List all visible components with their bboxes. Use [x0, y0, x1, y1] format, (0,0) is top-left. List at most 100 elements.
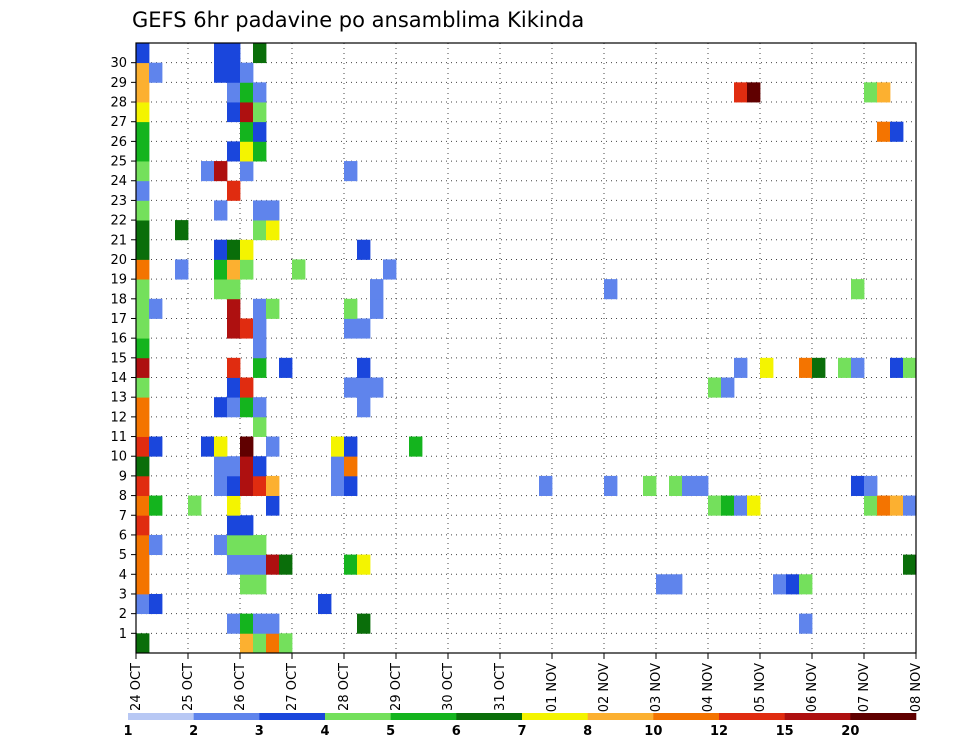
y-tick-label: 5 [119, 548, 127, 563]
heatmap-cell [344, 318, 358, 339]
heatmap-cell [227, 397, 241, 418]
heatmap-cell [760, 357, 774, 378]
heatmap-cell [136, 43, 150, 64]
colorbar-swatch [456, 713, 523, 720]
heatmap-cell [799, 613, 813, 634]
heatmap-cell [214, 279, 228, 300]
heatmap-cell [240, 121, 254, 142]
heatmap-cell [695, 475, 709, 496]
y-tick-label: 12 [110, 410, 127, 425]
heatmap-cell [136, 62, 150, 83]
heatmap-cell [344, 436, 358, 457]
y-tick-label: 26 [110, 135, 127, 150]
colorbar-swatch [193, 713, 260, 720]
heatmap-cell [266, 298, 280, 319]
heatmap-cell [253, 397, 267, 418]
heatmap-cell [227, 495, 241, 516]
heatmap-cell [136, 416, 150, 437]
y-tick-label: 1 [119, 627, 127, 642]
heatmap-cell [253, 43, 267, 64]
heatmap-cell [136, 259, 150, 280]
heatmap-cell [253, 318, 267, 339]
heatmap-cell [136, 161, 150, 182]
heatmap-cell [279, 554, 293, 575]
heatmap-cell [357, 318, 371, 339]
heatmap-cell [253, 357, 267, 378]
heatmap-cell [253, 633, 267, 654]
heatmap-cell [240, 574, 254, 595]
heatmap-cell [240, 259, 254, 280]
y-axis-ticks: 1234567891011121314151617181920212223242… [110, 56, 136, 642]
colorbar-swatch [719, 713, 785, 720]
colorbar-swatch [784, 713, 851, 720]
heatmap-cell [214, 436, 228, 457]
heatmap-cell [253, 121, 267, 142]
heatmap-cell [344, 377, 358, 398]
x-tick-label: 07 NOV [857, 663, 872, 712]
heatmap-cell [136, 318, 150, 339]
heatmap-cell [292, 259, 306, 280]
heatmap-cell [240, 534, 254, 556]
chart-title: GEFS 6hr padavine po ansamblima Kikinda [132, 8, 584, 32]
heatmap-cell [240, 82, 254, 103]
heatmap-cell [227, 259, 241, 280]
heatmap-cell [357, 377, 371, 398]
colorbar-swatch [259, 713, 326, 720]
heatmap-cell [227, 554, 241, 575]
heatmap-cell [136, 456, 150, 477]
heatmap-cell [253, 416, 267, 437]
y-tick-label: 28 [110, 96, 127, 111]
colorbar-label: 5 [386, 724, 395, 739]
heatmap-cell [136, 220, 150, 241]
heatmap-cell [851, 475, 865, 496]
heatmap-cell [357, 613, 371, 634]
heatmap-cell [344, 475, 358, 496]
heatmap-cell [253, 200, 267, 221]
heatmap-cell [227, 515, 241, 536]
x-tick-label: 04 NOV [701, 663, 716, 712]
heatmap-cell [149, 298, 163, 319]
heatmap-cell [851, 357, 865, 378]
colorbar-swatch [325, 713, 391, 720]
y-tick-label: 13 [110, 391, 127, 406]
x-tick-label: 29 OCT [389, 663, 404, 711]
heatmap-cell [370, 279, 384, 300]
heatmap-cell [708, 377, 722, 398]
heatmap-cell [669, 574, 683, 595]
x-tick-label: 01 NOV [545, 663, 560, 712]
heatmap-cell [253, 574, 267, 595]
y-tick-label: 10 [110, 450, 127, 465]
y-tick-label: 23 [110, 194, 127, 209]
y-tick-label: 19 [110, 273, 127, 288]
heatmap-cell [227, 82, 241, 103]
x-axis-ticks: 24 OCT 25 OCT 26 OCT 27 OCT 28 OCT 29 OCT 30 O… [129, 653, 924, 712]
heatmap-cell [136, 534, 150, 556]
heatmap-cell [136, 554, 150, 575]
y-tick-label: 21 [110, 233, 127, 248]
x-tick-label: 25 OCT [181, 663, 196, 711]
heatmap-cell [240, 377, 254, 398]
heatmap-cell [266, 436, 280, 457]
colorbar-legend: 1 2 3 4 5 6 7 8 10 12 15 20 [123, 713, 917, 739]
heatmap-cell [253, 613, 267, 634]
colorbar-swatch [653, 713, 720, 720]
heatmap-cell [188, 495, 202, 516]
x-tick-label: 30 OCT [441, 663, 456, 711]
heatmap-cell [253, 102, 267, 123]
heatmap-cell [721, 495, 735, 516]
heatmap-cell [344, 161, 358, 182]
heatmap-cell [357, 357, 371, 378]
heatmap-cell [253, 298, 267, 319]
heatmap-cell [175, 259, 189, 280]
heatmap-cell [136, 633, 150, 654]
heatmap-cell [734, 357, 748, 378]
x-tick-label: 05 NOV [753, 663, 768, 712]
heatmap-cell [240, 397, 254, 418]
y-tick-label: 7 [119, 509, 127, 524]
heatmap-cell [331, 436, 345, 457]
heatmap-cell [799, 574, 813, 595]
heatmap-cell [357, 239, 371, 260]
colorbar-swatch [128, 713, 194, 720]
y-tick-label: 8 [119, 489, 127, 504]
heatmap-cell [721, 377, 735, 398]
